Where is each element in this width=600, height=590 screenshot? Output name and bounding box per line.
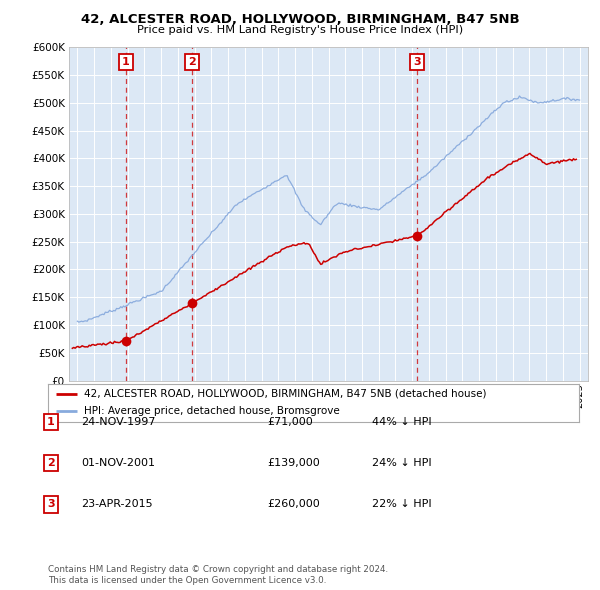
Text: 01-NOV-2001: 01-NOV-2001 [81, 458, 155, 468]
Text: HPI: Average price, detached house, Bromsgrove: HPI: Average price, detached house, Brom… [84, 407, 340, 417]
Text: £139,000: £139,000 [267, 458, 320, 468]
Text: 42, ALCESTER ROAD, HOLLYWOOD, BIRMINGHAM, B47 5NB (detached house): 42, ALCESTER ROAD, HOLLYWOOD, BIRMINGHAM… [84, 389, 487, 399]
Text: 22% ↓ HPI: 22% ↓ HPI [372, 500, 431, 509]
Text: Contains HM Land Registry data © Crown copyright and database right 2024.
This d: Contains HM Land Registry data © Crown c… [48, 565, 388, 585]
Text: 23-APR-2015: 23-APR-2015 [81, 500, 152, 509]
Text: 44% ↓ HPI: 44% ↓ HPI [372, 417, 431, 427]
Text: 1: 1 [47, 417, 55, 427]
Text: 3: 3 [47, 500, 55, 509]
Text: 3: 3 [413, 57, 421, 67]
Text: 1: 1 [122, 57, 130, 67]
Text: 42, ALCESTER ROAD, HOLLYWOOD, BIRMINGHAM, B47 5NB: 42, ALCESTER ROAD, HOLLYWOOD, BIRMINGHAM… [80, 13, 520, 26]
Text: 2: 2 [188, 57, 196, 67]
Text: 24-NOV-1997: 24-NOV-1997 [81, 417, 155, 427]
Text: 2: 2 [47, 458, 55, 468]
Text: £71,000: £71,000 [267, 417, 313, 427]
Text: Price paid vs. HM Land Registry's House Price Index (HPI): Price paid vs. HM Land Registry's House … [137, 25, 463, 35]
Text: 24% ↓ HPI: 24% ↓ HPI [372, 458, 431, 468]
Text: £260,000: £260,000 [267, 500, 320, 509]
